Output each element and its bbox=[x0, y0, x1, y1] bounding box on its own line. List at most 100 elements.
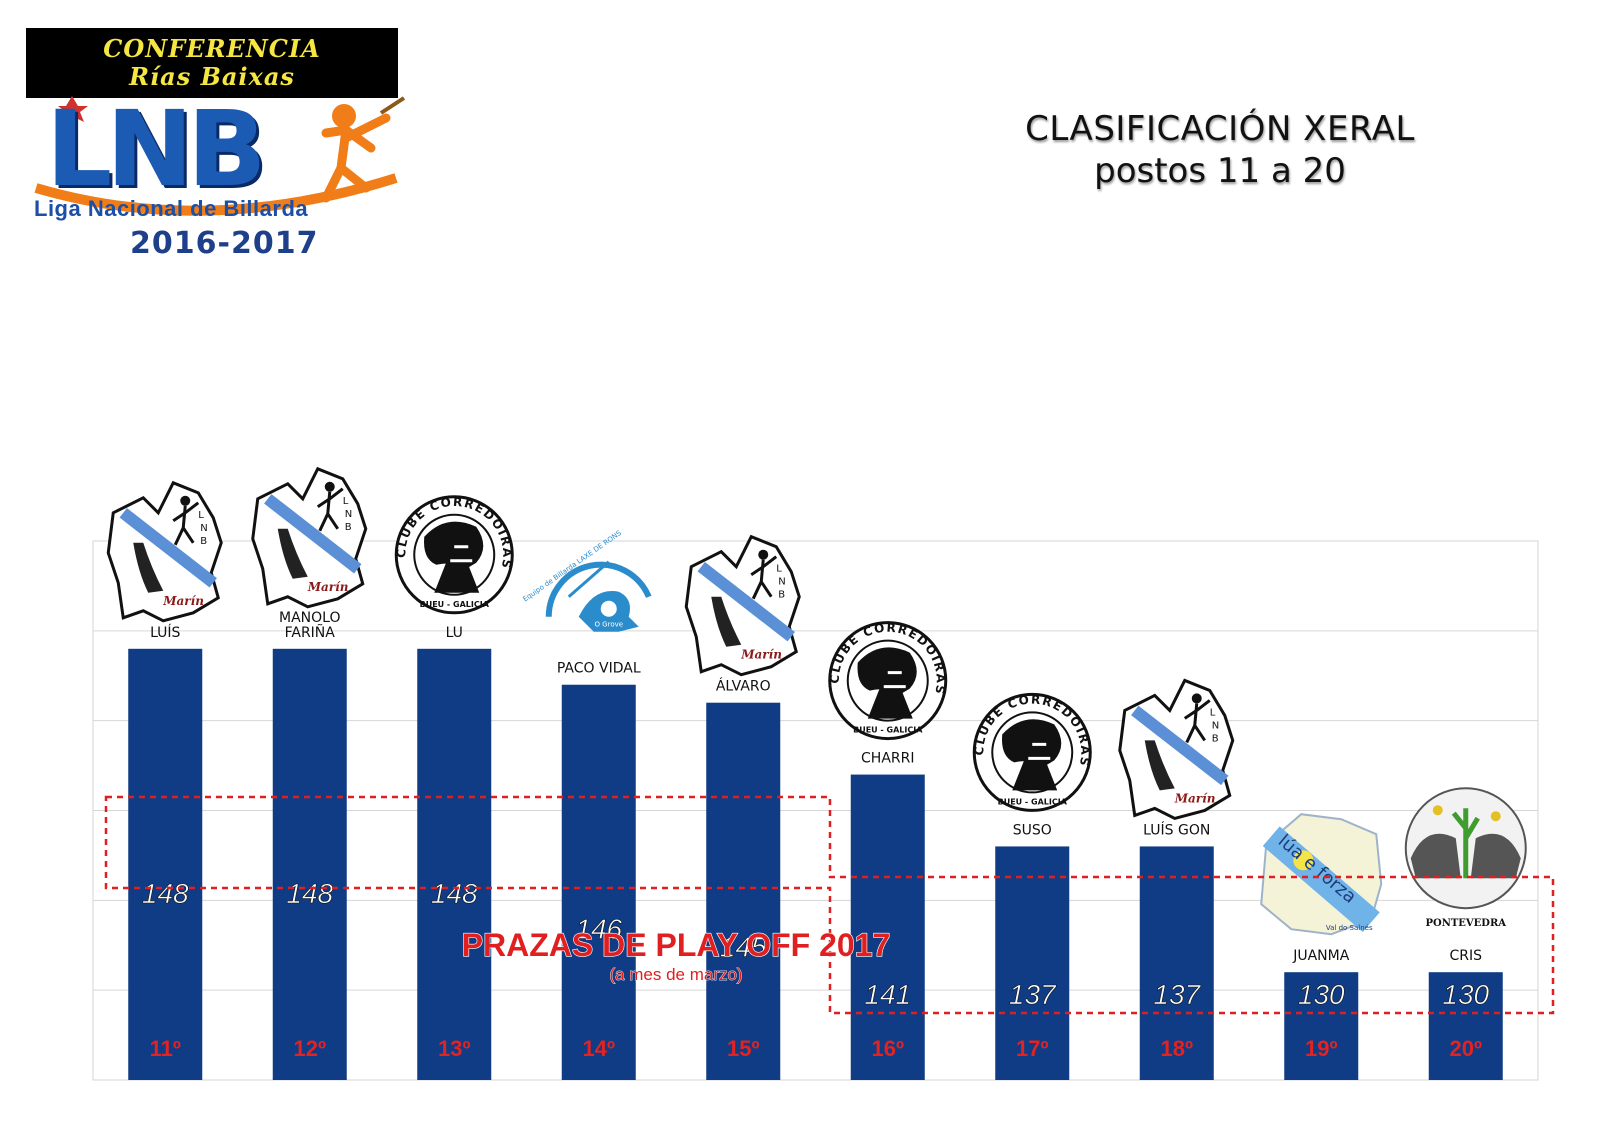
page-title: CLASIFICACIÓN XERAL postos 11 a 20 bbox=[1000, 108, 1440, 192]
bar-group: LUÍS 148 11º LNB Marín bbox=[106, 480, 223, 1080]
position-label: 13º bbox=[438, 1036, 471, 1061]
playoff-zone-outline bbox=[104, 795, 1555, 1015]
header-logo: CONFERENCIA Rías Baixas LNB Liga Naciona… bbox=[26, 28, 406, 268]
bar-group: LUÍS GON 137 18º LNB Marín bbox=[1118, 678, 1235, 1080]
player-name-label: LUÍS GON bbox=[1143, 821, 1210, 838]
corredoiras-logo-subtext: BUEU - GALICIA bbox=[420, 600, 490, 609]
galicia-flag-stripe bbox=[264, 494, 362, 574]
logo-detail bbox=[1028, 742, 1051, 760]
rhino-left-icon bbox=[1410, 833, 1461, 879]
position-label: 15º bbox=[727, 1036, 760, 1061]
bar bbox=[850, 774, 925, 1080]
player-name-label: CHARRI bbox=[861, 751, 914, 767]
player-body-icon bbox=[750, 555, 778, 600]
marin-club-logo-icon: LNB Marín bbox=[251, 466, 368, 609]
marin-club-logo-icon: LNB Marín bbox=[106, 480, 223, 623]
logo-arc bbox=[545, 561, 652, 617]
conference-line1: CONFERENCIA bbox=[103, 34, 321, 63]
marin-logo-text: Marín bbox=[740, 648, 782, 662]
logo-letter: L bbox=[343, 496, 349, 507]
player-name-label: PACO VIDAL bbox=[557, 661, 641, 677]
position-label: 11º bbox=[150, 1036, 181, 1061]
player-name-label: LUÍS bbox=[150, 624, 180, 641]
pontevedra-club-logo-icon: PONTEVEDRA bbox=[1404, 787, 1527, 929]
lnb-swoosh-icon bbox=[34, 96, 406, 216]
corredoiras-logo-subtext: BUEU - GALICIA bbox=[853, 726, 923, 735]
logo-detail bbox=[883, 671, 906, 689]
lnb-logo-text: LNB bbox=[46, 88, 267, 210]
position-label: 20º bbox=[1449, 1036, 1482, 1061]
league-name: Liga Nacional de Billarda bbox=[34, 196, 309, 221]
billarda-player-icon bbox=[711, 596, 742, 647]
value-label: 137 bbox=[1153, 979, 1201, 1010]
position-label: 16º bbox=[871, 1036, 904, 1061]
marin-club-logo-icon: LNB Marín bbox=[684, 534, 801, 677]
value-label: 146 bbox=[575, 914, 622, 945]
bar bbox=[706, 702, 781, 1080]
bar bbox=[272, 648, 347, 1080]
season: 2016-2017 bbox=[130, 226, 319, 261]
tree-crown-icon bbox=[857, 647, 917, 695]
playoff-subtitle: (a mes de marzo) bbox=[609, 965, 742, 984]
galicia-flag-stripe bbox=[1262, 826, 1380, 933]
logo-letter: B bbox=[200, 536, 207, 547]
conference-banner: CONFERENCIA Rías Baixas bbox=[26, 28, 398, 98]
position-label: 14º bbox=[582, 1036, 615, 1061]
logo-letter: L bbox=[776, 564, 782, 575]
conference-line2: Rías Baixas bbox=[129, 62, 295, 91]
bar bbox=[1284, 972, 1359, 1080]
value-label: 148 bbox=[286, 878, 333, 909]
player-body-icon bbox=[1183, 699, 1211, 744]
marin-club-logo-icon: LNB Marín bbox=[1118, 678, 1235, 821]
player-name-label: MANOLO FARIÑA bbox=[279, 610, 340, 641]
logo-letter: B bbox=[778, 590, 785, 601]
logo-dot bbox=[600, 600, 617, 617]
value-label: 148 bbox=[431, 878, 478, 909]
marin-logo-text: Marín bbox=[307, 580, 349, 594]
player-name-label: JUANMA bbox=[1292, 948, 1350, 964]
value-label: 130 bbox=[1298, 979, 1345, 1010]
ball-icon bbox=[1432, 805, 1443, 816]
player-body-icon bbox=[316, 487, 344, 532]
road-icon bbox=[1012, 752, 1058, 791]
player-name-label: LU bbox=[446, 625, 463, 641]
value-label: 130 bbox=[1442, 979, 1489, 1010]
logo-letter: N bbox=[778, 577, 785, 588]
road-icon bbox=[867, 680, 913, 719]
galicia-flag-stripe bbox=[697, 561, 795, 642]
player-head-icon bbox=[758, 549, 769, 560]
player-head-icon bbox=[1191, 693, 1202, 704]
logo-letter: B bbox=[1212, 733, 1219, 744]
bar-group: MANOLO FARIÑA 148 12º LNB Marín bbox=[251, 466, 368, 1080]
player-name-label: CRIS bbox=[1449, 948, 1482, 964]
value-label: 137 bbox=[1009, 979, 1057, 1010]
billarda-stick-icon bbox=[567, 560, 610, 598]
position-label: 18º bbox=[1160, 1036, 1193, 1061]
billarda-player-icon bbox=[1144, 740, 1175, 791]
bar-group: ÁLVARO 145 15º LNB Marín bbox=[684, 534, 801, 1080]
billarda-player-icon bbox=[277, 528, 308, 579]
position-label: 12º bbox=[293, 1036, 326, 1061]
value-label: 145 bbox=[720, 932, 767, 963]
player-name-label: ÁLVARO bbox=[716, 678, 771, 695]
marin-logo-text: Marín bbox=[162, 594, 204, 608]
logo-detail bbox=[450, 545, 473, 563]
logo-letter: L bbox=[1210, 707, 1216, 718]
galicia-flag-stripe bbox=[119, 508, 217, 588]
tree-crown-icon bbox=[1002, 719, 1062, 767]
value-label: 141 bbox=[864, 979, 911, 1010]
bar-group: CRIS 130 20º PONTEVEDRA bbox=[1404, 787, 1527, 1080]
title-line2: postos 11 a 20 bbox=[1094, 151, 1346, 191]
tree-icon bbox=[1451, 808, 1480, 879]
logo-letter: B bbox=[345, 522, 352, 533]
billarda-player-icon bbox=[133, 542, 164, 593]
player-body-icon bbox=[172, 501, 200, 546]
bar bbox=[1139, 846, 1214, 1080]
